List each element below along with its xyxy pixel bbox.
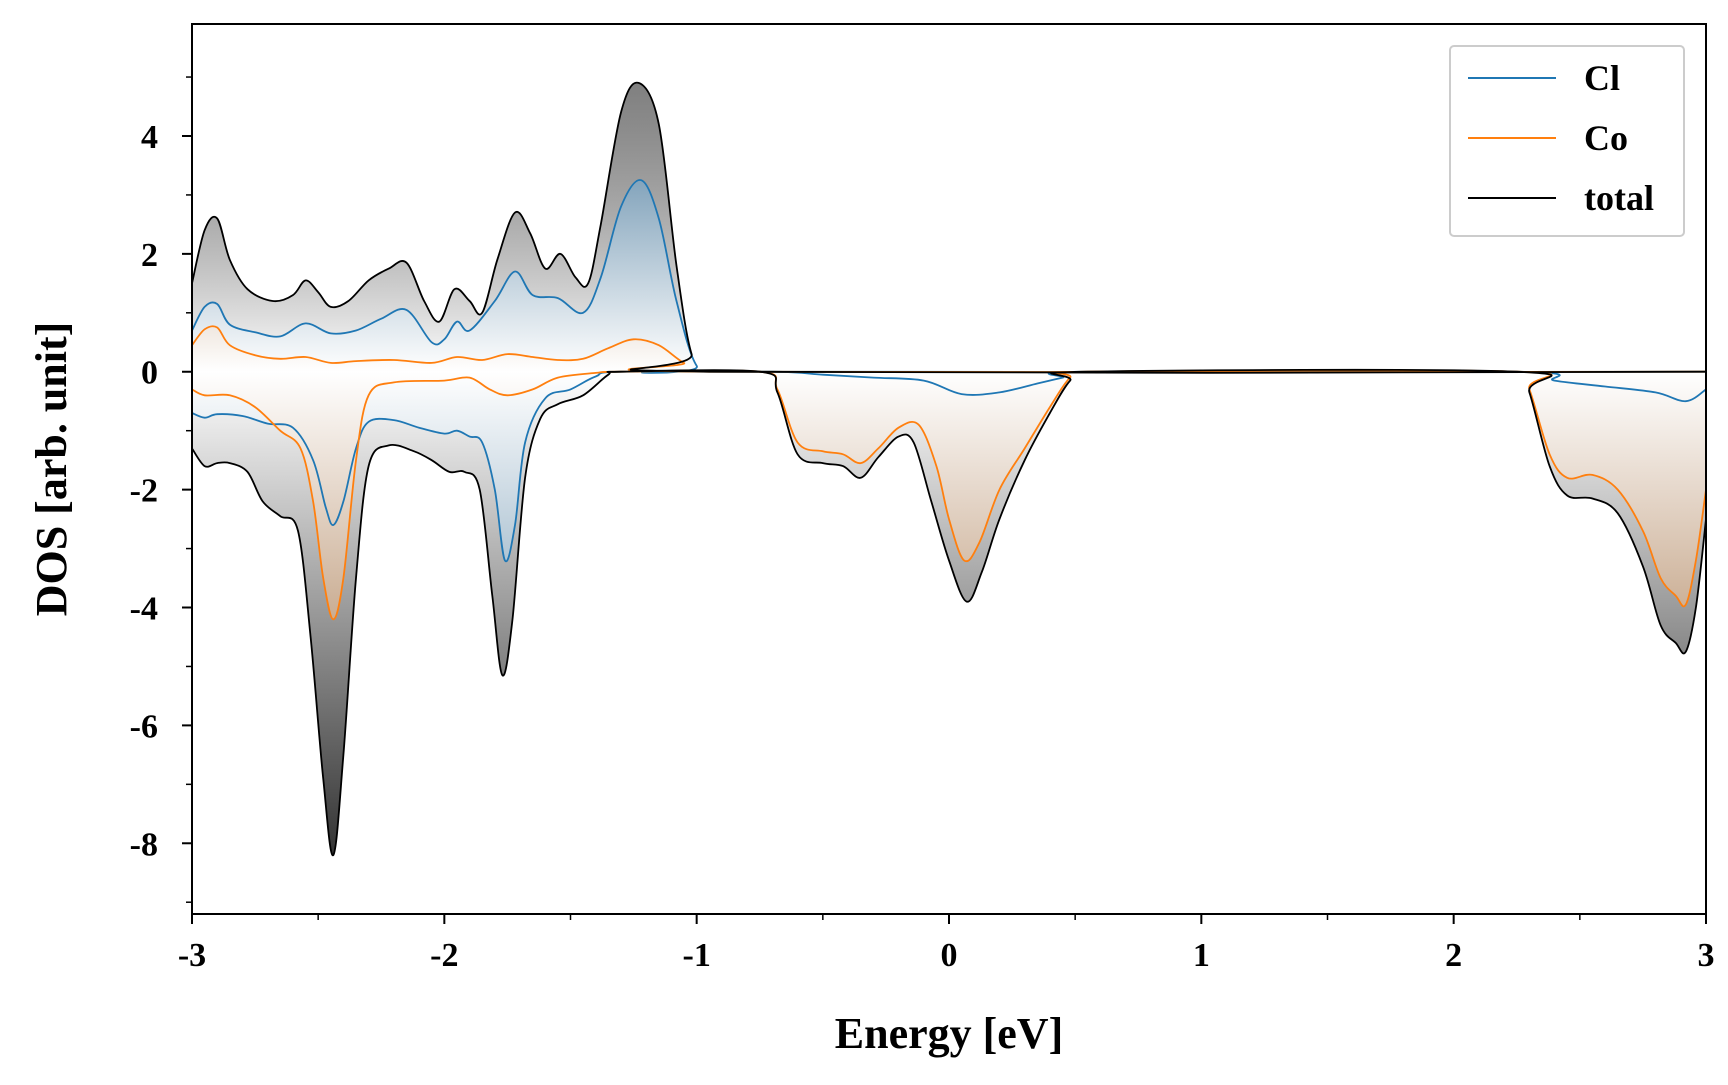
total-up-fill <box>192 82 1706 374</box>
x-tick-label: 1 <box>1193 937 1210 974</box>
co-down-fill <box>192 370 1706 620</box>
legend-label: Co <box>1584 118 1628 158</box>
y-tick-label: -2 <box>130 473 158 510</box>
co-up-line <box>192 325 1706 374</box>
legend: Cl Co total <box>1449 45 1685 237</box>
legend-label: Cl <box>1584 58 1620 98</box>
x-tick-label: -2 <box>430 937 458 974</box>
y-tick-label: -6 <box>130 708 158 745</box>
x-tick-label: 3 <box>1698 937 1715 974</box>
x-tick-label: -3 <box>178 937 206 974</box>
legend-label: total <box>1584 178 1654 218</box>
axis-ticks: -3 -2 -1 0 1 2 3 -8 -6 -4 -2 0 2 4 <box>130 76 1715 974</box>
co-down-line <box>192 369 1706 621</box>
y-tick-label: 2 <box>141 237 158 274</box>
cl-up-fill <box>192 179 1706 373</box>
y-tick-label: 4 <box>141 119 158 156</box>
y-tick-label: 0 <box>141 355 158 392</box>
total-up-line <box>192 81 1706 374</box>
x-tick-label: 2 <box>1445 937 1462 974</box>
x-tick-label: 0 <box>941 937 958 974</box>
legend-box <box>1449 45 1685 237</box>
y-tick-label: -8 <box>130 826 158 863</box>
series-lines <box>192 81 1706 857</box>
total-down-line <box>192 368 1706 857</box>
y-tick-label: -4 <box>130 591 158 628</box>
y-axis-label: DOS [arb. unit] <box>27 322 76 617</box>
x-axis-label: Energy [eV] <box>835 1009 1064 1058</box>
x-tick-label: -1 <box>683 937 711 974</box>
